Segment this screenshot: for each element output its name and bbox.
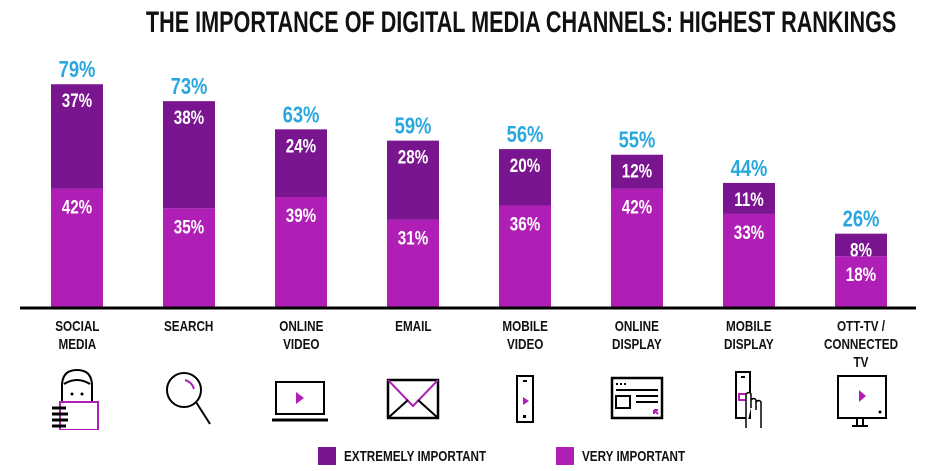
email-icon xyxy=(378,364,448,430)
bar-extremely-important xyxy=(499,149,551,206)
legend-swatch xyxy=(556,447,575,465)
connected-tv-icon xyxy=(826,364,896,430)
data-label-total: 56% xyxy=(507,122,544,147)
data-label-very-important: 35% xyxy=(174,216,204,238)
bar-chart: 37% 42% 79% 38% 35% 73% 24% 39% 63% 28% 31% 59% 20% 3… xyxy=(20,57,916,310)
legend-item-very-important: VERY IMPORTANT xyxy=(556,447,714,465)
bar-very-important xyxy=(163,208,215,307)
data-label-total: 73% xyxy=(171,74,208,99)
data-label-very-important: 39% xyxy=(286,204,316,226)
bar-extremely-important xyxy=(611,154,663,189)
data-label-extremely-important: 11% xyxy=(734,188,764,210)
x-tick-label: EMAIL xyxy=(394,318,432,335)
bar-extremely-important xyxy=(163,101,215,209)
x-tick-label: ONLINE VIDEO xyxy=(278,318,324,353)
data-label-extremely-important: 37% xyxy=(62,90,92,112)
bar-extremely-important xyxy=(723,182,775,214)
person-tablet-icon xyxy=(42,364,112,431)
data-label-very-important: 42% xyxy=(62,196,92,218)
mobile-video-icon xyxy=(490,364,560,430)
chart-title: THE IMPORTANCE OF DIGITAL MEDIA CHANNELS… xyxy=(145,6,897,39)
data-label-total: 79% xyxy=(59,57,96,82)
legend: EXTREMELY IMPORTANT VERY IMPORTANT xyxy=(318,447,744,465)
data-label-extremely-important: 8% xyxy=(850,239,872,261)
x-tick-label: OTT-TV / CONNECTED TV xyxy=(823,318,899,371)
bar-very-important xyxy=(275,197,327,307)
x-tick-label: MOBILE VIDEO xyxy=(502,318,548,353)
bar-very-important xyxy=(387,219,439,307)
data-label-very-important: 33% xyxy=(734,221,764,243)
data-label-very-important: 18% xyxy=(846,264,876,286)
data-label-extremely-important: 20% xyxy=(510,154,540,176)
mobile-display-tap-icon xyxy=(714,364,784,430)
data-label-total: 55% xyxy=(619,128,656,153)
x-tick-label: MOBILE DISPLAY xyxy=(724,318,774,353)
data-label-very-important: 36% xyxy=(510,213,540,235)
data-label-total: 44% xyxy=(731,156,768,181)
x-tick-label: ONLINE DISPLAY xyxy=(612,318,662,353)
bar-very-important xyxy=(51,188,103,307)
bar-very-important xyxy=(611,188,663,307)
x-tick-label: SOCIAL MEDIA xyxy=(54,318,100,353)
laptop-video-icon xyxy=(266,364,336,430)
legend-swatch xyxy=(318,447,336,465)
data-label-total: 59% xyxy=(395,114,432,139)
bar-extremely-important xyxy=(835,233,887,257)
x-tick-label: SEARCH xyxy=(164,318,214,335)
data-label-extremely-important: 24% xyxy=(286,135,316,157)
bar-very-important xyxy=(723,213,775,307)
online-display-icon xyxy=(602,364,672,430)
data-label-very-important: 31% xyxy=(398,227,428,249)
legend-item-extremely-important: EXTREMELY IMPORTANT xyxy=(318,447,526,465)
data-label-extremely-important: 38% xyxy=(174,106,204,128)
data-label-extremely-important: 12% xyxy=(622,160,652,182)
data-label-total: 63% xyxy=(283,102,320,127)
bar-very-important xyxy=(835,256,887,307)
bar-very-important xyxy=(499,205,551,307)
bar-extremely-important xyxy=(387,140,439,220)
bar-extremely-important xyxy=(51,84,103,189)
data-label-very-important: 42% xyxy=(622,196,652,218)
search-icon xyxy=(154,364,224,430)
data-label-total: 26% xyxy=(843,207,880,232)
data-label-extremely-important: 28% xyxy=(398,146,428,168)
bar-extremely-important xyxy=(275,129,327,198)
